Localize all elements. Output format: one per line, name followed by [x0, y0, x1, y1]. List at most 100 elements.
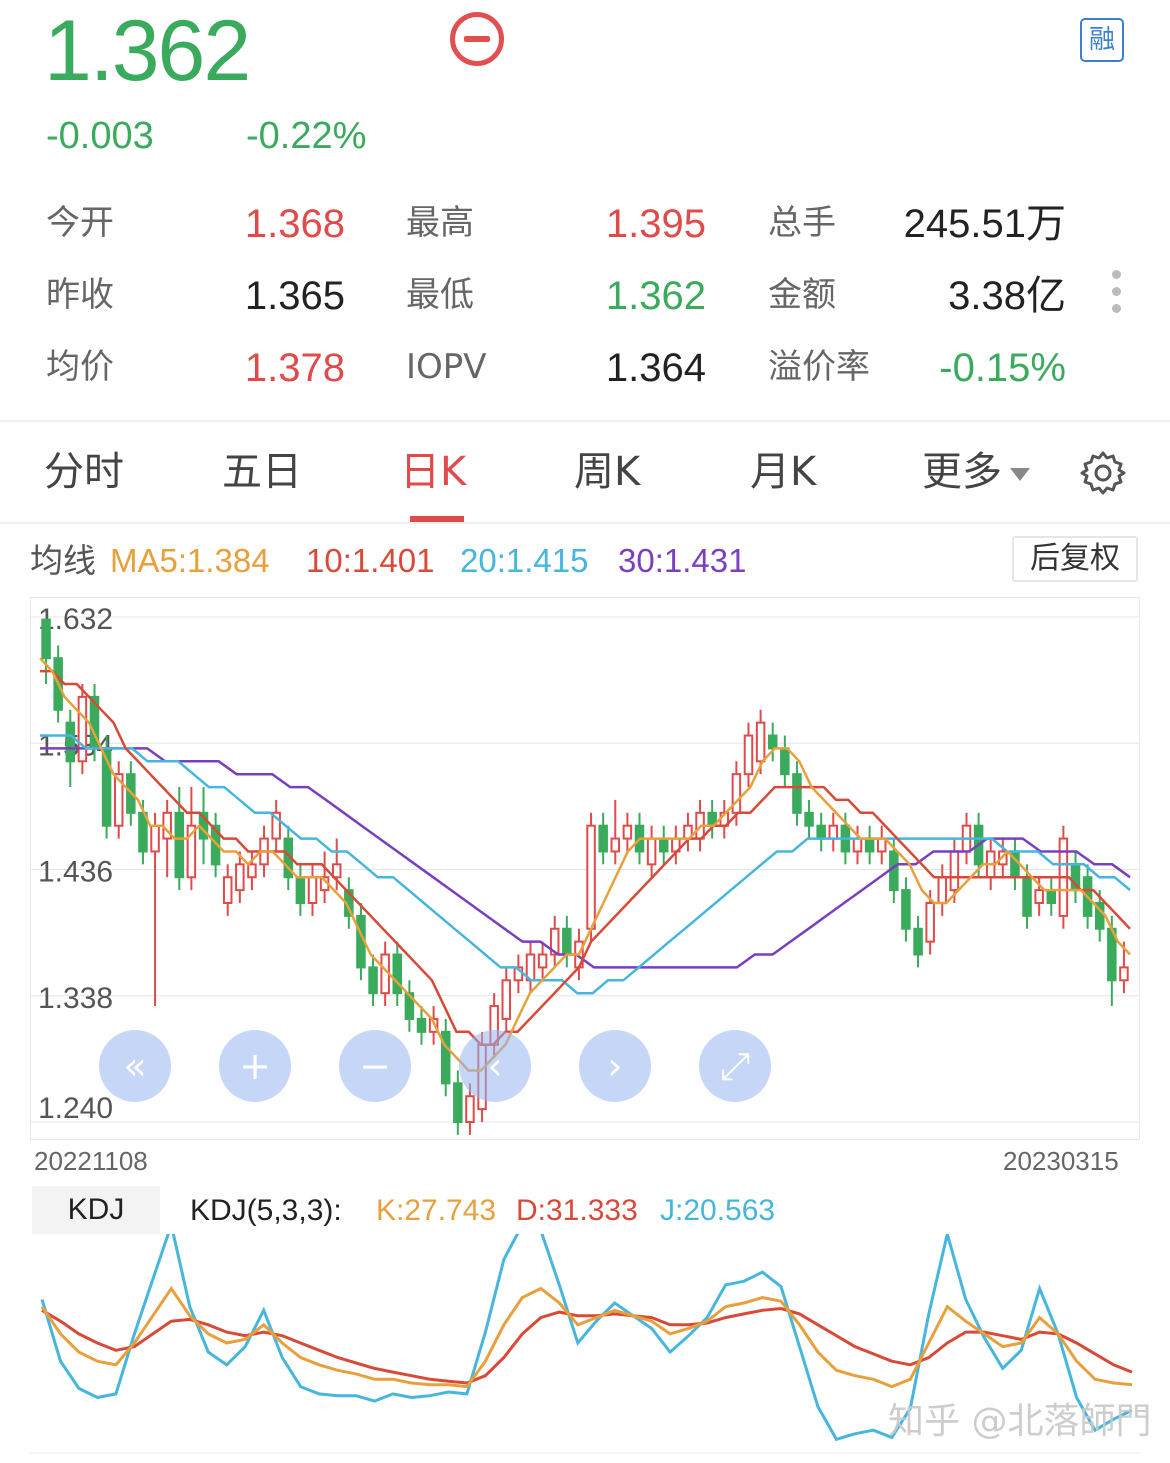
- candle: [937, 864, 948, 916]
- candle: [549, 915, 560, 968]
- gear-icon[interactable]: [1080, 450, 1126, 496]
- candle: [235, 851, 245, 903]
- kdj-j-value: J:20.563: [660, 1194, 776, 1227]
- kdj-d-value: D:31.333: [516, 1194, 638, 1227]
- expand-icon[interactable]: ⤢: [699, 1030, 771, 1102]
- right-icon[interactable]: ›: [579, 1030, 651, 1102]
- margin-badge[interactable]: 融: [1080, 18, 1124, 62]
- candle: [622, 812, 633, 852]
- adjust-button[interactable]: 后复权: [1012, 536, 1138, 582]
- candle: [804, 799, 814, 839]
- kdj-k-line: [40, 1285, 1133, 1389]
- candle: [77, 683, 88, 775]
- candle: [719, 799, 730, 839]
- price-change: -0.003: [46, 115, 154, 157]
- y-tick-label: 1.240: [38, 1092, 113, 1125]
- candle: [525, 941, 536, 994]
- tab-weekly-k[interactable]: 周K: [574, 449, 641, 495]
- candle: [222, 864, 233, 916]
- x-start-label: 20221108: [34, 1146, 148, 1176]
- candle: [113, 761, 124, 839]
- high-label: 最高: [406, 203, 474, 243]
- prev-close-value: 1.365: [244, 274, 345, 318]
- candle: [743, 722, 754, 788]
- ma5-line: [39, 657, 1131, 1072]
- candle: [658, 825, 669, 865]
- kdj-chart[interactable]: [30, 1234, 1140, 1454]
- tab-five-day[interactable]: 五日: [222, 449, 302, 495]
- avg-label: 均价: [46, 347, 114, 387]
- candle: [792, 761, 802, 826]
- ma30-legend: 30:1.431: [618, 542, 747, 579]
- ma10-line: [40, 669, 1131, 1046]
- candle: [707, 799, 717, 839]
- candle: [1119, 941, 1129, 994]
- ma10-legend: 10:1.401: [306, 542, 435, 579]
- kdj-params: KDJ(5,3,3):: [190, 1194, 342, 1227]
- candle: [404, 980, 415, 1032]
- candle: [562, 915, 572, 968]
- iopv-label: IOPV: [406, 347, 487, 387]
- candle: [828, 812, 839, 852]
- candle: [101, 735, 112, 839]
- active-tab-indicator: [410, 516, 464, 522]
- candle: [1046, 877, 1057, 916]
- candle: [501, 967, 512, 1032]
- y-tick-label: 1.338: [38, 982, 113, 1015]
- kdj-k-value: K:27.743: [376, 1194, 497, 1227]
- candle: [186, 787, 197, 891]
- candle: [816, 812, 826, 852]
- watermark: 知乎 @北落師門: [888, 1401, 1152, 1442]
- more-dots-icon[interactable]: [1112, 270, 1124, 321]
- candle: [150, 812, 160, 1007]
- candle: [610, 799, 621, 865]
- tab-intraday[interactable]: 分时: [44, 449, 124, 495]
- candle: [537, 941, 548, 981]
- tab-daily-k[interactable]: 日K: [400, 449, 467, 495]
- candle: [41, 618, 51, 684]
- tab-more-label: 更多: [922, 449, 1002, 495]
- ma-legend-title: 均线: [30, 542, 96, 579]
- left-icon[interactable]: ‹: [459, 1030, 531, 1102]
- candle: [598, 812, 608, 865]
- caret-down-icon: [1010, 467, 1030, 481]
- candle: [307, 864, 318, 916]
- candle: [453, 1070, 463, 1135]
- amount-value: 3.38亿: [948, 274, 1066, 318]
- candle: [440, 1018, 451, 1097]
- minus-icon[interactable]: −: [339, 1030, 411, 1102]
- candle: [210, 812, 221, 878]
- high-value: 1.395: [605, 202, 706, 246]
- amount-label: 金额: [768, 275, 836, 315]
- candle: [1010, 838, 1020, 891]
- open-label: 今开: [46, 203, 114, 243]
- tab-more[interactable]: 更多: [922, 448, 1030, 496]
- y-tick-label: 1.436: [38, 856, 113, 889]
- chart-frame: [30, 597, 1140, 1140]
- candle: [913, 915, 923, 968]
- kdj-tab[interactable]: KDJ: [32, 1186, 160, 1234]
- prev-close-label: 昨收: [46, 275, 114, 315]
- y-tick-label: 1.534: [38, 729, 113, 762]
- premium-label: 溢价率: [768, 347, 870, 387]
- last-price: 1.362: [44, 3, 251, 99]
- x-end-label: 20230315: [1003, 1146, 1119, 1176]
- avg-value: 1.378: [244, 346, 345, 390]
- candle: [671, 825, 681, 865]
- minus-circle-icon[interactable]: [450, 12, 504, 66]
- volume-value: 245.51万: [903, 202, 1066, 246]
- candle: [767, 722, 778, 762]
- candle: [1070, 851, 1081, 903]
- ma20-line: [40, 734, 1131, 995]
- double-left-icon[interactable]: «: [99, 1030, 171, 1102]
- open-value: 1.368: [244, 202, 345, 246]
- tab-monthly-k[interactable]: 月K: [750, 449, 817, 495]
- candle: [247, 851, 257, 891]
- kdj-d-line: [41, 1306, 1133, 1385]
- candle: [295, 864, 306, 916]
- kdj-j-line: [40, 1234, 1133, 1442]
- low-value: 1.362: [605, 274, 706, 318]
- plus-icon[interactable]: +: [219, 1030, 291, 1102]
- candle: [876, 825, 887, 865]
